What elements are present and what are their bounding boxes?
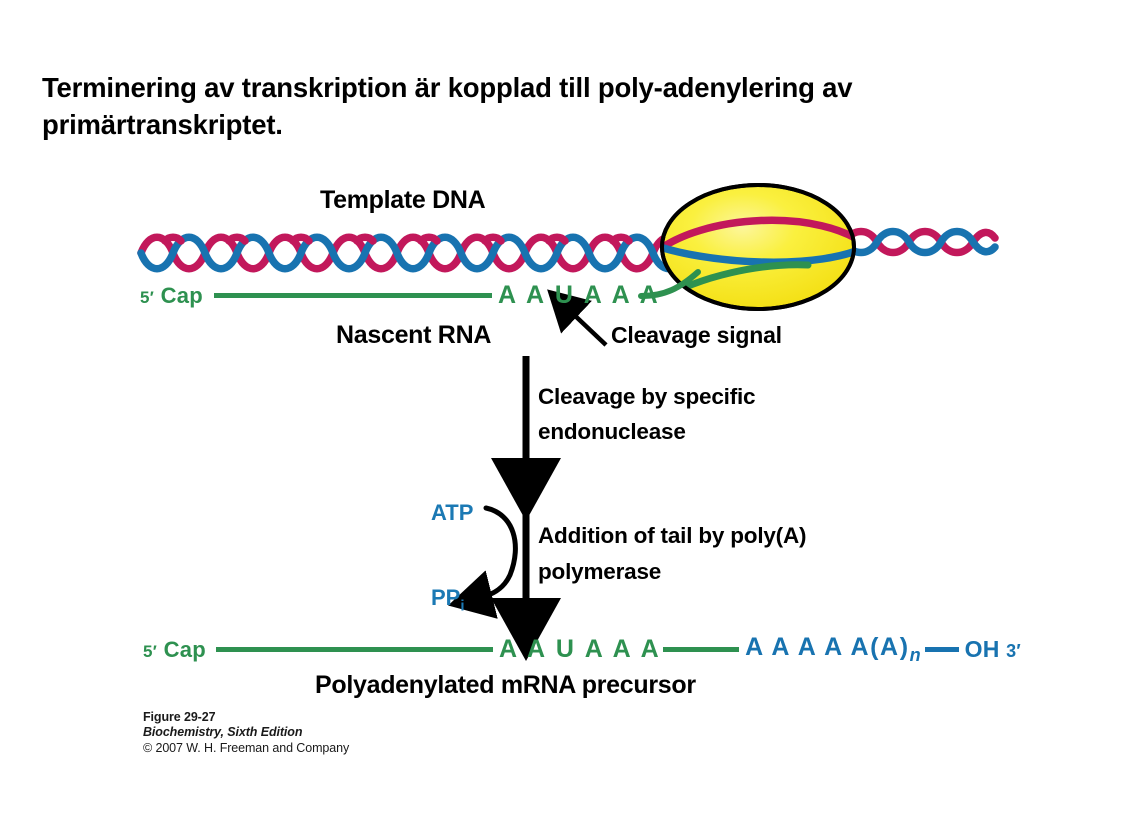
- poly-rna-backbone-line-1: [216, 647, 494, 652]
- poly-5prime-symbol: 5′: [143, 641, 158, 661]
- poly-5prime-cap: 5′ Cap: [143, 637, 206, 663]
- dna-strand-blue: [137, 233, 689, 273]
- figure-caption: Figure 29-27 Biochemistry, Sixth Edition…: [143, 710, 349, 755]
- nascent-rna-inside-polymerase: [662, 261, 812, 304]
- dna-strand-magenta: [137, 233, 689, 273]
- template-dna-helix-right: [841, 227, 999, 257]
- terminus-3prime-symbol: 3′: [1006, 641, 1021, 661]
- terminus-oh-text: OH: [964, 636, 1000, 662]
- template-dna-helix: [137, 233, 691, 273]
- cleavage-step-label: Cleavage by specific endonuclease: [538, 384, 756, 444]
- nascent-rna-label: Nascent RNA: [336, 321, 492, 349]
- template-dna-label: Template DNA: [320, 186, 486, 214]
- dna-strand-blue-through: [662, 240, 854, 266]
- nascent-rna-backbone-line: [214, 293, 493, 298]
- poly-cleavage-signal-bases: A A U A A A: [499, 635, 662, 663]
- polyadenylated-mrna-strand: 5′ Cap A A U A A A A A A A A(A)n OH 3′: [143, 633, 1021, 666]
- poly-a-tail-bases: A A A A A(A)n: [745, 633, 921, 666]
- caption-source: Biochemistry, Sixth Edition: [143, 725, 303, 739]
- dna-strand-blue-right: [841, 227, 999, 257]
- poly-a-tail-text: A A A A A(A): [745, 633, 910, 661]
- ppi-label: PPi: [431, 585, 465, 614]
- rna-polymerase-outline: [660, 183, 856, 311]
- caption-figure-number: Figure 29-27: [143, 710, 216, 724]
- cleavage-signal-arrow: [547, 289, 608, 347]
- dna-strand-magenta-right: [841, 227, 999, 257]
- atp-label: ATP: [431, 500, 474, 525]
- dna-strand-magenta-through: [662, 216, 854, 257]
- polyadenylated-product-label: Polyadenylated mRNA precursor: [315, 671, 696, 699]
- nascent-cleavage-signal-bases: A A U A A A: [498, 281, 661, 309]
- atp-to-ppi-curved-arrow: [448, 505, 518, 619]
- poly-a-tail-subscript: n: [909, 645, 921, 665]
- page-title-line-1: Terminering av transkription är kopplad …: [42, 72, 853, 103]
- ppi-text: PP: [431, 585, 461, 610]
- dna-weave-overlap: [161, 233, 691, 245]
- rna-polymerase: [660, 183, 856, 311]
- page-title-line-2: primärtranskriptet.: [42, 108, 283, 140]
- ppi-subscript: i: [460, 597, 465, 615]
- three-prime-terminus: OH 3′: [965, 636, 1021, 663]
- nascent-5prime-cap: 5′ Cap: [140, 283, 203, 309]
- cleavage-signal-label: Cleavage signal: [611, 322, 782, 348]
- nascent-rna-strand: 5′ Cap A A U A A A: [140, 281, 660, 310]
- poly-rna-backbone-line-2: [663, 647, 740, 652]
- nascent-5prime-symbol: 5′: [140, 287, 155, 307]
- polymerase-internal-strands: [662, 216, 854, 304]
- poly-cap-text: Cap: [163, 636, 207, 662]
- nascent-cap-text: Cap: [160, 282, 204, 308]
- poly-a-terminal-line: [924, 647, 959, 652]
- caption-copyright: © 2007 W. H. Freeman and Company: [143, 741, 350, 755]
- page-title: Terminering av transkription är kopplad …: [42, 70, 1042, 143]
- polyadenylation-step-label: Addition of tail by poly(A) polymerase: [538, 523, 807, 585]
- rna-polymerase-body: [660, 183, 856, 311]
